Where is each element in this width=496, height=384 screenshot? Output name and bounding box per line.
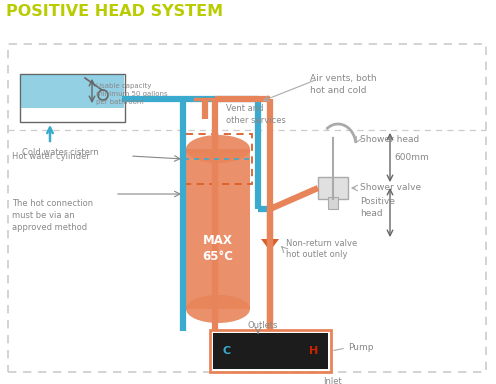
Text: POSITIVE HEAD SYSTEM: POSITIVE HEAD SYSTEM — [6, 4, 223, 19]
Text: 600mm: 600mm — [394, 153, 429, 162]
Bar — [210, 330, 331, 372]
Polygon shape — [261, 239, 279, 251]
Text: Hot water cylinder: Hot water cylinder — [12, 152, 90, 161]
Ellipse shape — [186, 135, 250, 163]
Text: Air vents, both
hot and cold: Air vents, both hot and cold — [310, 74, 376, 95]
Bar — [213, 333, 328, 369]
Ellipse shape — [186, 295, 250, 323]
Text: Non-return valve
hot outlet only: Non-return valve hot outlet only — [286, 238, 357, 260]
Bar — [184, 134, 252, 184]
Text: Usable capacity
minimum 50 gallons
per bathroom: Usable capacity minimum 50 gallons per b… — [96, 83, 168, 105]
Bar — [186, 149, 250, 153]
Bar — [186, 149, 250, 309]
Text: Shower valve: Shower valve — [360, 184, 421, 192]
Text: Cold water cistern: Cold water cistern — [22, 148, 99, 157]
Text: Pump: Pump — [348, 344, 373, 353]
Text: Positive
head: Positive head — [360, 197, 395, 218]
Bar — [21, 75, 124, 108]
Bar — [8, 44, 486, 372]
Text: H: H — [310, 346, 318, 356]
Text: Outlets: Outlets — [248, 321, 278, 330]
Bar — [328, 197, 338, 209]
Text: MAX
65°C: MAX 65°C — [202, 235, 234, 263]
Text: Vent and
other services: Vent and other services — [226, 104, 286, 125]
Bar — [20, 74, 125, 122]
Text: The hot connection
must be via an
approved method: The hot connection must be via an approv… — [12, 199, 93, 232]
Text: Inlet: Inlet — [323, 377, 342, 384]
Text: Shower head: Shower head — [360, 134, 419, 144]
Bar — [318, 177, 348, 199]
Text: C: C — [223, 346, 231, 356]
